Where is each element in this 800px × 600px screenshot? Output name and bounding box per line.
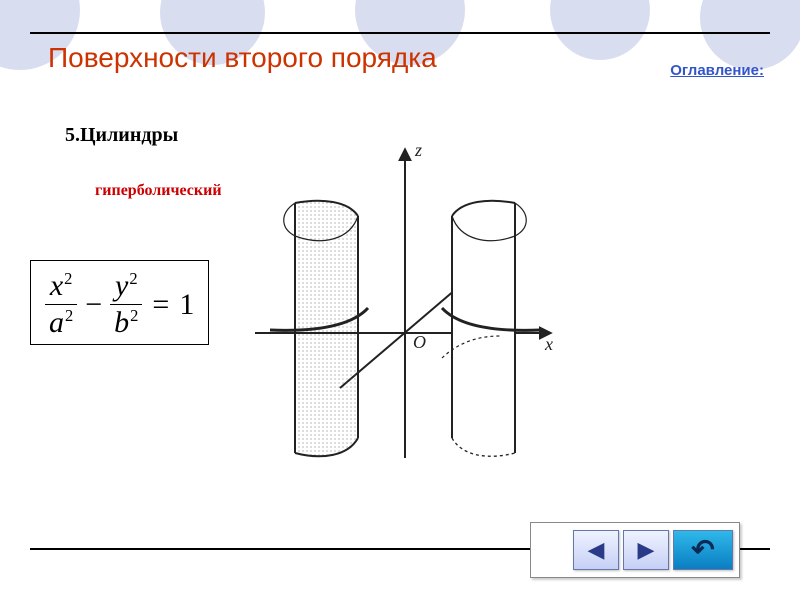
axis-x-label: x: [544, 334, 553, 354]
eq-b: b: [114, 306, 129, 339]
eq-y-exp: 2: [129, 269, 137, 288]
eq-b-exp: 2: [130, 306, 138, 325]
return-button[interactable]: ↶: [673, 530, 733, 570]
eq-a-exp: 2: [65, 306, 73, 325]
prev-icon: ◀: [588, 537, 605, 563]
slide-title: Поверхности второго порядка: [48, 42, 437, 74]
next-button[interactable]: ▶: [623, 530, 669, 570]
eq-a: a: [49, 306, 64, 339]
axis-z-label: z: [414, 140, 422, 160]
eq-x-exp: 2: [64, 269, 72, 288]
origin-label: O: [413, 332, 426, 352]
sheet-right: [442, 201, 540, 456]
eq-y: y: [115, 269, 128, 302]
prev-button[interactable]: ◀: [573, 530, 619, 570]
eq-equals: =: [152, 288, 169, 322]
figure-hyperbolic-cylinder: z x y O: [250, 138, 560, 478]
eq-result: 1: [179, 288, 194, 322]
equation-box: x2 a2 − y2 b2 = 1: [30, 260, 209, 345]
section-heading: 5.Цилиндры: [65, 124, 178, 147]
nav-panel: ◀ ▶ ↶: [530, 522, 740, 578]
sheet-left: [270, 201, 368, 456]
return-icon: ↶: [691, 533, 714, 567]
eq-minus: −: [85, 288, 102, 322]
section-number: 5.: [65, 124, 80, 146]
section-subtype: гиперболический: [95, 182, 222, 200]
fraction-1: x2 a2: [45, 271, 77, 338]
section-name: Цилиндры: [80, 124, 178, 146]
slide-area: Поверхности второго порядка Оглавление: …: [30, 32, 770, 550]
eq-x: x: [50, 269, 63, 302]
next-icon: ▶: [638, 537, 655, 563]
toc-link[interactable]: Оглавление:: [670, 62, 764, 79]
fraction-2: y2 b2: [110, 271, 142, 338]
rule-top: [30, 32, 770, 34]
